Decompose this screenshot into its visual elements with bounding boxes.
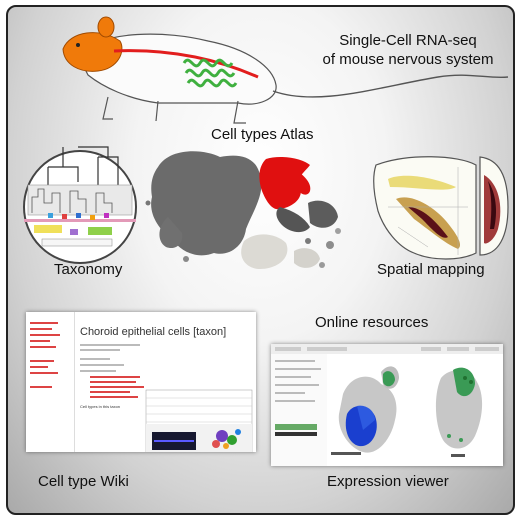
viewer-graphics [271,344,503,466]
label-expression-viewer: Expression viewer [327,473,449,490]
atlas-map [146,151,342,269]
header-line-1: Single-Cell RNA-seq [308,32,508,49]
wiki-screenshot: Choroid epithelial cells [taxon] Cell ty… [26,312,256,452]
taxonomy-magnifier [24,147,136,263]
label-cell-type-wiki: Cell type Wiki [38,473,129,490]
expression-viewer-screenshot [271,344,503,466]
label-atlas: Cell types Atlas [211,126,314,143]
label-online-resources: Online resources [315,314,428,331]
wiki-content-graphics [26,312,256,452]
header-line-2: of mouse nervous system [296,51,515,68]
label-taxonomy: Taxonomy [54,261,122,278]
label-spatial: Spatial mapping [377,261,485,278]
spatial-brain-section [374,157,508,259]
figure-frame: Single-Cell RNA-seq of mouse nervous sys… [6,5,515,515]
